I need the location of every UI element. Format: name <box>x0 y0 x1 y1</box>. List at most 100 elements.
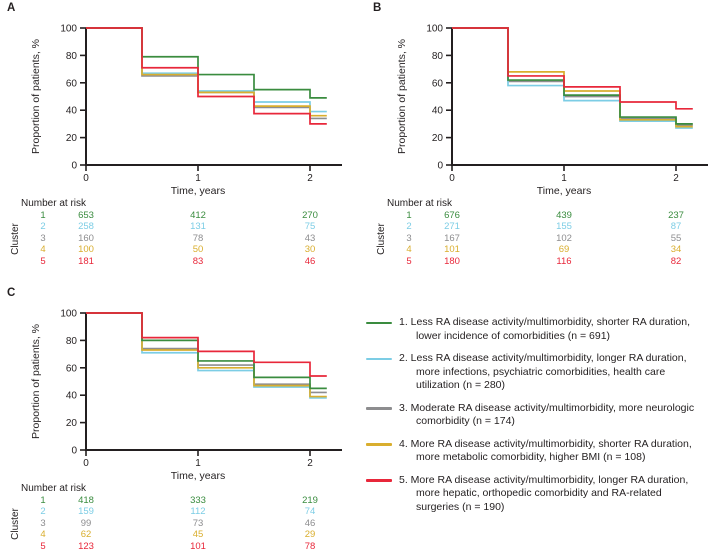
risk-value: 237 <box>668 210 684 221</box>
km-curve-cluster-5 <box>452 27 693 110</box>
risk-value: 160 <box>78 232 94 244</box>
km-curve-cluster-4 <box>452 27 693 128</box>
risk-value: 83 <box>192 255 204 267</box>
risk-row-cluster-number: 5 <box>40 540 46 552</box>
risk-value: 99 <box>80 517 92 529</box>
km-curve-cluster-3 <box>86 27 327 120</box>
km-curve-cluster-2 <box>86 27 327 113</box>
risk-table-C: Number at risk Cluster 1 418 333 219 2 159 112 74… <box>1 483 357 552</box>
legend-label-cluster-5: 5. More RA disease activity/multimorbidi… <box>399 473 689 513</box>
risk-row-cluster-number: 5 <box>40 255 46 267</box>
legend-line-swatch-cluster-2 <box>366 357 392 361</box>
risk-value: 75 <box>304 221 316 233</box>
cluster-axis-label: Cluster <box>10 223 21 255</box>
risk-value: 46 <box>304 517 316 529</box>
km-plot-B: 0 20 40 60 80 100 Proportion of patients, % 0 1 2… <box>396 24 708 197</box>
x-tick-label: 0 <box>83 458 89 469</box>
risk-row-cluster-number: 2 <box>40 506 46 518</box>
legend-label-cluster-4: 4. More RA disease activity/multimorbidi… <box>399 437 692 464</box>
number-at-risk-header: Number at risk <box>21 198 87 209</box>
risk-value: 439 <box>556 210 572 221</box>
km-plot-C: 0 20 40 60 80 100 Proportion of patients, % 0 1 2… <box>30 309 342 482</box>
km-curve-cluster-1 <box>86 27 327 99</box>
y-axis-title: Proportion of patients, % <box>30 39 42 154</box>
risk-value: 50 <box>192 244 204 256</box>
risk-value: 100 <box>78 244 94 256</box>
number-at-risk-header: Number at risk <box>387 198 453 209</box>
panel-B: B 0 20 40 60 80 100 Proportion of patients, % 0… <box>367 2 709 267</box>
y-tick-label: 40 <box>66 106 78 117</box>
risk-value: 102 <box>556 232 572 244</box>
x-tick-label: 0 <box>449 173 455 184</box>
y-tick-label: 40 <box>432 106 444 117</box>
risk-value: 131 <box>190 221 206 233</box>
risk-row-cluster-number: 3 <box>406 232 412 244</box>
legend-item-cluster-2: 2. Less RA disease activity/multimorbidi… <box>366 352 707 393</box>
legend-line-swatch-cluster-1 <box>366 321 392 325</box>
legend-item-cluster-5: 5. More RA disease activity/multimorbidi… <box>366 474 707 515</box>
risk-row-cluster-number: 4 <box>40 529 46 541</box>
risk-value: 45 <box>192 529 204 541</box>
legend-line-swatch-cluster-5 <box>366 479 392 482</box>
cluster-axis-label: Cluster <box>10 508 21 540</box>
y-tick-label: 80 <box>66 51 78 62</box>
legend-item-cluster-4: 4. More RA disease activity/multimorbidi… <box>366 438 707 465</box>
risk-value: 43 <box>304 232 316 244</box>
risk-value: 180 <box>444 255 460 267</box>
km-chart-A: 0 20 40 60 80 100 Proportion of patients, % 0 1 2… <box>1 2 357 198</box>
risk-value: 62 <box>80 529 92 541</box>
cluster-legend: 1. Less RA disease activity/multimorbidi… <box>366 316 707 523</box>
risk-value: 46 <box>304 255 316 267</box>
x-axis-title: Time, years <box>171 185 225 197</box>
x-tick-label: 1 <box>561 173 567 184</box>
risk-value: 167 <box>444 232 460 244</box>
risk-value: 181 <box>78 255 94 267</box>
y-tick-label: 80 <box>66 336 78 347</box>
panel-label-C: C <box>7 287 16 299</box>
risk-value: 101 <box>190 540 206 552</box>
y-tick-label: 60 <box>432 78 444 89</box>
km-curve-cluster-3 <box>452 27 693 127</box>
risk-value: 116 <box>556 255 572 267</box>
x-tick-label: 2 <box>673 173 679 184</box>
risk-value: 78 <box>192 232 204 244</box>
x-axis-title: Time, years <box>171 470 225 482</box>
legend-label-cluster-2: 2. Less RA disease activity/multimorbidi… <box>399 352 687 391</box>
y-tick-label: 0 <box>71 161 77 172</box>
risk-value: 69 <box>558 244 570 256</box>
risk-value: 29 <box>304 529 316 541</box>
risk-value: 74 <box>304 506 316 518</box>
x-tick-label: 2 <box>307 458 313 469</box>
risk-value: 219 <box>302 495 318 506</box>
y-tick-label: 20 <box>432 133 444 144</box>
cluster-axis-label: Cluster <box>376 223 387 255</box>
legend-item-cluster-1: 1. Less RA disease activity/multimorbidi… <box>366 316 707 343</box>
risk-row-cluster-number: 5 <box>406 255 412 267</box>
risk-row-cluster-number: 4 <box>406 244 412 256</box>
y-tick-label: 80 <box>432 51 444 62</box>
legend-label-cluster-3: 3. Moderate RA disease activity/multimor… <box>399 401 695 428</box>
risk-value: 418 <box>78 495 94 506</box>
risk-value: 87 <box>670 221 682 233</box>
risk-value: 271 <box>444 221 460 233</box>
risk-value: 159 <box>78 506 94 518</box>
y-axis-title: Proportion of patients, % <box>396 39 408 154</box>
y-tick-label: 60 <box>66 78 78 89</box>
legend-line-swatch-cluster-3 <box>366 407 392 410</box>
km-curve-cluster-5 <box>86 312 327 377</box>
risk-value: 112 <box>190 506 206 518</box>
y-axis-title: Proportion of patients, % <box>30 324 42 439</box>
risk-row-cluster-number: 2 <box>406 221 412 233</box>
number-at-risk-header: Number at risk <box>21 483 87 494</box>
panel-label-A: A <box>7 2 16 14</box>
panel-C: C 0 20 40 60 80 100 Proportion of patients, % 0… <box>1 287 357 552</box>
risk-value: 123 <box>78 540 94 552</box>
risk-table-B: Number at risk Cluster 1 676 439 237 2 271 155 87… <box>367 198 709 267</box>
y-tick-label: 100 <box>60 24 77 35</box>
panel-A: A 0 20 40 60 80 100 Proportion of patients, % 0… <box>1 2 357 267</box>
risk-value: 155 <box>556 221 572 233</box>
legend-item-cluster-3: 3. Moderate RA disease activity/multimor… <box>366 402 707 429</box>
x-tick-label: 1 <box>195 458 201 469</box>
km-curve-cluster-3 <box>86 312 327 394</box>
panel-label-B: B <box>373 2 382 14</box>
